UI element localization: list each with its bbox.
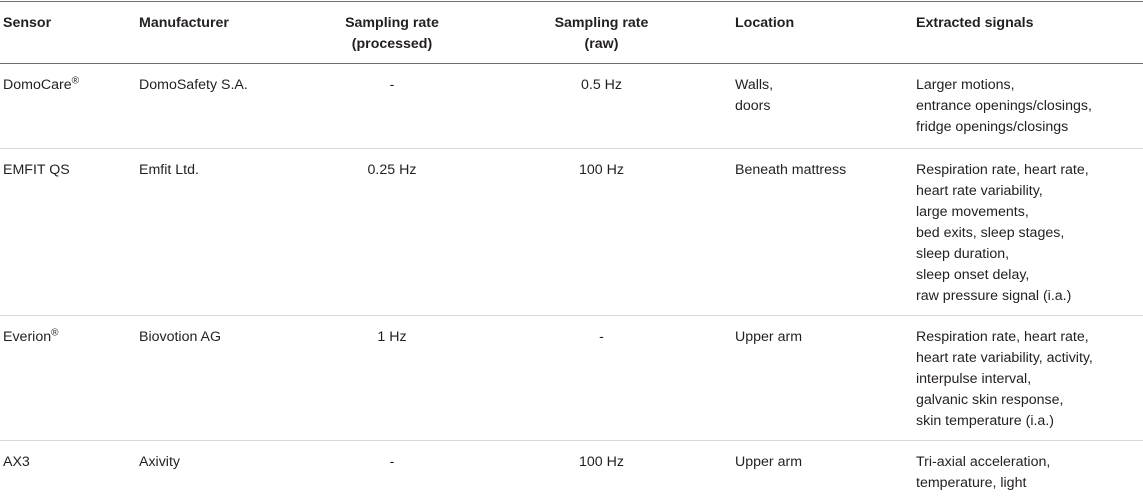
- cell-sampling-rate-raw: 100 Hz: [468, 441, 735, 498]
- sensor-table-container: Sensor Manufacturer Sampling rate (proce…: [0, 0, 1143, 455]
- sensor-name: DomoCare: [3, 77, 72, 93]
- header-sensor: Sensor: [0, 2, 139, 64]
- sensor-name: EMFIT QS: [3, 162, 70, 178]
- table-header: Sensor Manufacturer Sampling rate (proce…: [0, 2, 1143, 64]
- cell-manufacturer: Axivity: [139, 441, 316, 498]
- cell-location: Walls, doors: [735, 64, 916, 149]
- cell-extracted-signals: Larger motions, entrance openings/closin…: [916, 64, 1143, 149]
- registered-mark: ®: [51, 327, 58, 338]
- cell-extracted-signals: Respiration rate, heart rate, heart rate…: [916, 316, 1143, 441]
- header-sampling-rate-raw: Sampling rate (raw): [468, 2, 735, 64]
- table-row: AX3 Axivity - 100 Hz Upper arm Tri-axial…: [0, 441, 1143, 498]
- cell-sampling-rate-processed: -: [316, 441, 468, 498]
- header-row: Sensor Manufacturer Sampling rate (proce…: [0, 2, 1143, 64]
- cell-sampling-rate-processed: -: [316, 64, 468, 149]
- header-manufacturer: Manufacturer: [139, 2, 316, 64]
- cell-sensor: DomoCare®: [0, 64, 139, 149]
- cell-sampling-rate-raw: 0.5 Hz: [468, 64, 735, 149]
- cell-sampling-rate-raw: 100 Hz: [468, 149, 735, 316]
- cell-extracted-signals: Tri-axial acceleration, temperature, lig…: [916, 441, 1143, 498]
- cell-sampling-rate-raw: -: [468, 316, 735, 441]
- cell-sampling-rate-processed: 0.25 Hz: [316, 149, 468, 316]
- cell-extracted-signals: Respiration rate, heart rate, heart rate…: [916, 149, 1143, 316]
- registered-mark: ®: [72, 75, 79, 86]
- cell-location: Upper arm: [735, 441, 916, 498]
- cell-sensor: Everion®: [0, 316, 139, 441]
- header-extracted-signals: Extracted signals: [916, 2, 1143, 64]
- header-sampling-rate-processed: Sampling rate (processed): [316, 2, 468, 64]
- table-row: DomoCare® DomoSafety S.A. - 0.5 Hz Walls…: [0, 64, 1143, 149]
- sensor-name: Everion: [3, 329, 51, 345]
- cell-sensor: EMFIT QS: [0, 149, 139, 316]
- cell-manufacturer: Emfit Ltd.: [139, 149, 316, 316]
- cell-location: Beneath mattress: [735, 149, 916, 316]
- cell-sensor: AX3: [0, 441, 139, 498]
- cell-sampling-rate-processed: 1 Hz: [316, 316, 468, 441]
- cell-manufacturer: Biovotion AG: [139, 316, 316, 441]
- sensor-name: AX3: [3, 454, 30, 470]
- header-location: Location: [735, 2, 916, 64]
- cell-location: Upper arm: [735, 316, 916, 441]
- cell-manufacturer: DomoSafety S.A.: [139, 64, 316, 149]
- table-row: Everion® Biovotion AG 1 Hz - Upper arm R…: [0, 316, 1143, 441]
- table-row: EMFIT QS Emfit Ltd. 0.25 Hz 100 Hz Benea…: [0, 149, 1143, 316]
- table-body: DomoCare® DomoSafety S.A. - 0.5 Hz Walls…: [0, 64, 1143, 498]
